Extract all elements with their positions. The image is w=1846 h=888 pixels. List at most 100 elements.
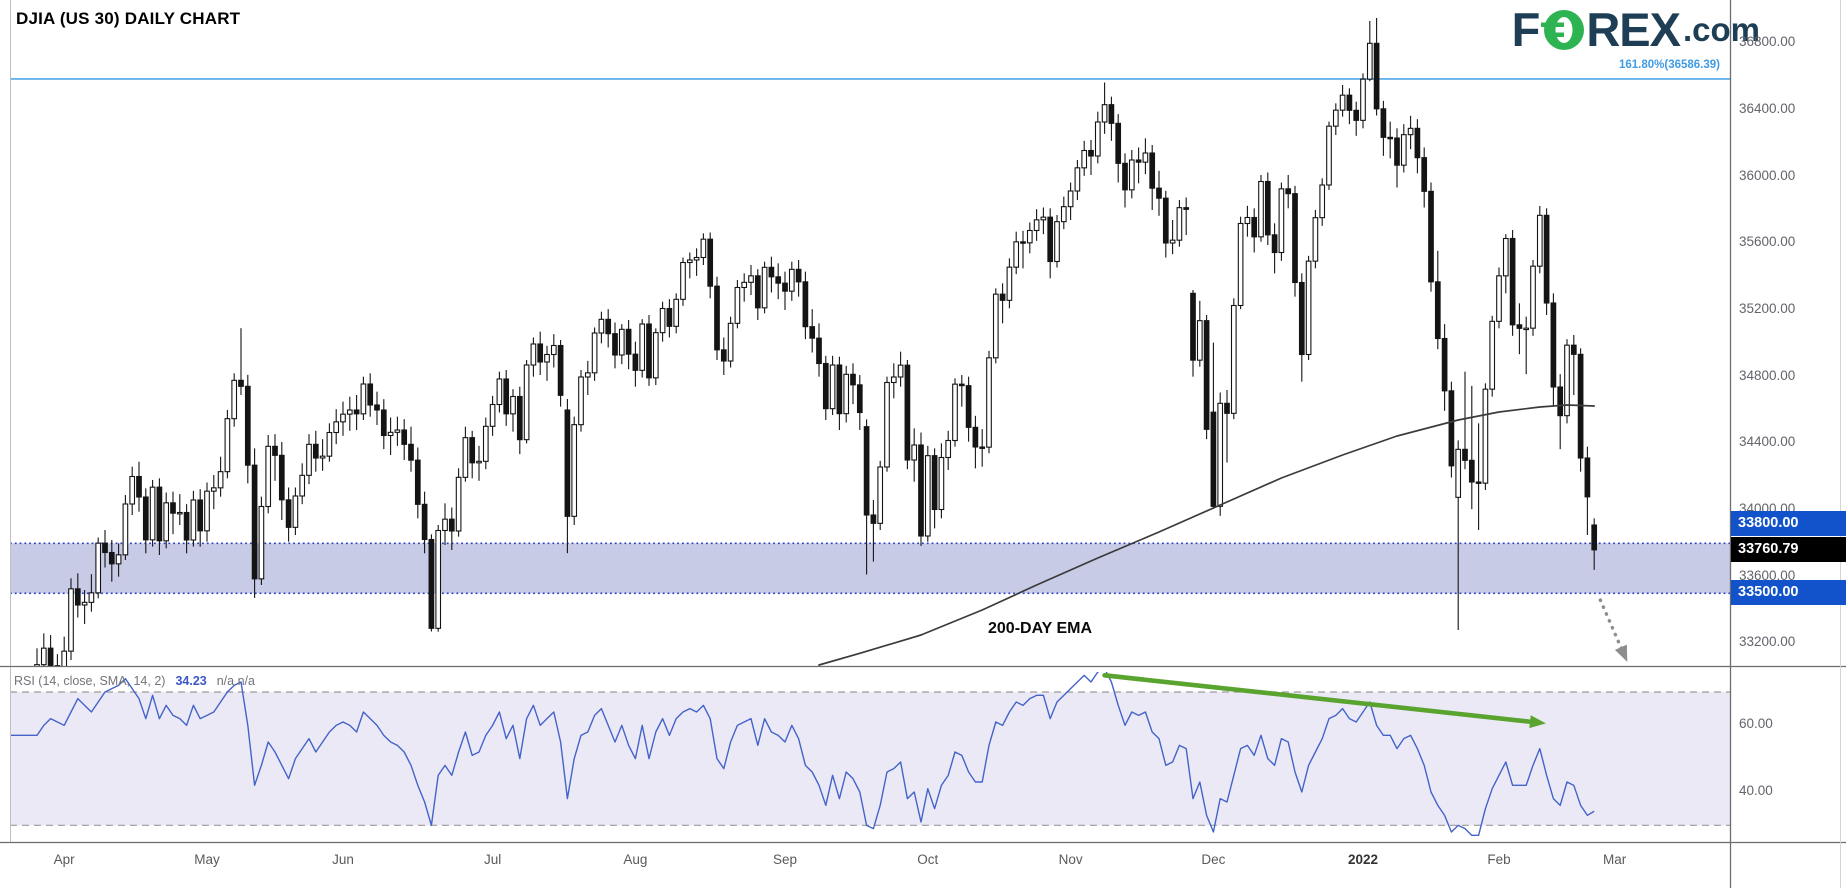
candle-body [686, 259, 693, 264]
candle-body [346, 409, 353, 415]
candle-body [544, 353, 550, 363]
candle-body [999, 293, 1006, 301]
rsi-line [10, 672, 1595, 837]
month-label[interactable]: 2022 [1347, 852, 1379, 867]
candle-body [612, 333, 618, 356]
rsi-tick-label: 60.00 [1739, 716, 1773, 732]
forex-logo: F REX .com [1512, 4, 1760, 56]
candle-body [170, 502, 176, 514]
candle-body [1516, 324, 1523, 329]
candle-body [503, 378, 510, 415]
candle-body [1060, 206, 1067, 223]
candle-body [537, 343, 544, 363]
price-tick-label: 36000.00 [1739, 167, 1796, 183]
candle-body [210, 487, 217, 492]
candle-body [285, 499, 292, 528]
candle-body [1251, 216, 1258, 238]
rsi-pane [10, 672, 1730, 837]
candle-body [1536, 214, 1543, 267]
projection-arrow-head [1614, 644, 1628, 662]
coin-o-icon [1541, 10, 1585, 50]
candle-body [1298, 281, 1305, 356]
candle-body [571, 424, 578, 517]
candle-body [353, 409, 360, 415]
price-badge-33800.00: 33800.00 [1731, 510, 1846, 536]
candle-body [292, 495, 299, 528]
candle-body [945, 439, 952, 459]
candle-body [387, 431, 394, 437]
rsi-tick-label: 40.00 [1739, 783, 1773, 798]
month-label[interactable]: Nov [1058, 852, 1083, 867]
candle-body [176, 511, 183, 515]
candle-body [278, 454, 285, 501]
candle-body [816, 337, 822, 365]
candle-body [1108, 104, 1115, 124]
candle-body [272, 445, 278, 456]
candle-body [88, 592, 95, 603]
price-tick-label: 35600.00 [1739, 234, 1796, 250]
candle-body [1285, 188, 1292, 195]
fib-level-label: 161.80%(36586.39) [1618, 58, 1720, 71]
price-tick-label: 33600.00 [1739, 567, 1796, 583]
candle-body [74, 588, 81, 606]
candle-body [238, 379, 244, 387]
candle-body [768, 266, 775, 278]
month-label[interactable]: Apr [53, 852, 75, 867]
price-tick-label: 34400.00 [1739, 434, 1796, 450]
candle-body [108, 551, 115, 565]
candle-body [312, 443, 319, 459]
candle-body [102, 542, 108, 554]
month-label[interactable]: Sep [772, 852, 798, 867]
candle-body [639, 323, 646, 371]
candle-body [659, 307, 666, 334]
month-label[interactable]: Feb [1487, 852, 1511, 867]
candle-body [1570, 344, 1577, 355]
month-label[interactable]: Oct [917, 852, 939, 867]
month-label[interactable]: Dec [1201, 852, 1226, 867]
candle-body [632, 353, 639, 371]
candle-body [1434, 281, 1441, 340]
rsi-na-label: n/a n/a [216, 674, 255, 688]
ema-line [818, 404, 1596, 666]
price-tick-label: 35200.00 [1739, 301, 1796, 316]
support-zone [10, 543, 1730, 594]
candle-body [1502, 237, 1509, 277]
month-label[interactable]: Aug [623, 852, 648, 867]
candle-body [1455, 448, 1462, 498]
candle-body [829, 364, 836, 410]
candle-body [394, 429, 401, 433]
candle-body [1496, 275, 1502, 322]
candle-body [863, 426, 870, 516]
candle-body [795, 268, 802, 283]
rsi-trend-arrow [1102, 673, 1536, 725]
candle-body [1366, 42, 1373, 80]
candle-body [775, 276, 782, 284]
candle-body [496, 378, 503, 406]
candle-body [1332, 109, 1339, 127]
candle-body [1149, 152, 1156, 189]
candle-body [720, 349, 727, 362]
candle-body [1509, 237, 1516, 326]
candle-body [884, 381, 890, 468]
candle-body [1489, 320, 1496, 390]
candle-body [1441, 337, 1448, 392]
candle-body [850, 373, 856, 386]
candle-body [34, 664, 40, 666]
candle-body [782, 282, 788, 292]
candle-body [319, 455, 326, 459]
candle-body [197, 499, 204, 532]
candle-body [163, 502, 170, 542]
candle-body [578, 376, 584, 426]
candle-body [1394, 137, 1400, 166]
rsi-trend-arrow-head [1529, 715, 1546, 729]
month-label[interactable]: Jun [332, 852, 354, 867]
month-label[interactable]: Jul [483, 852, 502, 867]
candle-body [224, 418, 231, 473]
candle-body [734, 286, 741, 324]
candle-body [952, 383, 958, 442]
candle-body [1564, 344, 1570, 417]
candle-body [1230, 304, 1237, 414]
month-label[interactable]: Mar [1602, 852, 1627, 867]
month-label[interactable]: May [194, 852, 220, 867]
